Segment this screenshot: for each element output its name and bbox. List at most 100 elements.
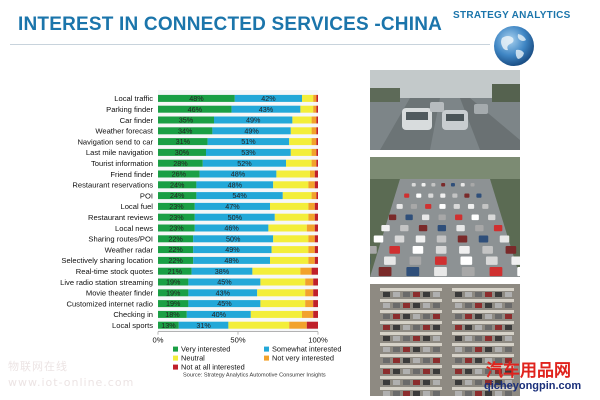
bar-segment xyxy=(196,192,283,200)
bar-segment xyxy=(158,235,194,243)
bar-segment xyxy=(207,138,290,146)
category-label: Parking finder xyxy=(106,105,153,114)
bar-segment xyxy=(290,127,312,135)
bar-segment xyxy=(305,289,314,297)
data-label: 28% xyxy=(173,159,188,168)
bar-segment xyxy=(316,159,318,167)
bar-segment xyxy=(313,94,317,102)
bar-segment xyxy=(316,138,318,146)
bar-segment xyxy=(194,224,269,232)
stacked-bar-chart: Local traffic 48% 42% Parking finder 46% 43% C… xyxy=(60,90,341,379)
rainy-highway-photo xyxy=(370,70,520,150)
category-label: Restaurant reservations xyxy=(72,181,153,190)
data-label: 22% xyxy=(168,256,183,265)
bar-segment xyxy=(314,170,318,178)
data-label: 52% xyxy=(237,159,252,168)
data-label: 46% xyxy=(188,105,203,114)
bar-segment xyxy=(313,105,317,113)
legend-label: Not at all interested xyxy=(181,363,245,372)
x-tick-label: 0% xyxy=(153,336,164,345)
globe-logo-icon xyxy=(494,26,534,66)
data-label: 31% xyxy=(196,321,211,330)
bar-segment xyxy=(158,213,195,221)
bar-segment xyxy=(316,105,318,113)
bar-segment xyxy=(300,105,314,113)
category-label: Sharing routes/POI xyxy=(88,235,153,244)
slide-title: INTEREST IN CONNECTED SERVICES -CHINA xyxy=(18,14,443,35)
bar-segment xyxy=(314,224,318,232)
bar-segment xyxy=(186,310,251,318)
data-label: 49% xyxy=(244,126,259,135)
category-label: Local traffic xyxy=(114,94,153,103)
bar-segment xyxy=(308,246,315,254)
legend-label: Very interested xyxy=(181,345,230,354)
bar-segment xyxy=(158,159,203,167)
data-label: 47% xyxy=(225,202,240,211)
category-label: Friend finder xyxy=(110,170,153,179)
bar-segment xyxy=(158,116,214,124)
legend-label: Not very interested xyxy=(272,354,334,363)
data-label: 19% xyxy=(166,299,181,308)
bar-segment xyxy=(260,278,306,286)
bar-segment xyxy=(188,300,261,308)
bar-segment xyxy=(316,148,318,156)
site-logo-text: 汽车用品网 xyxy=(486,361,571,381)
data-label: 13% xyxy=(161,321,176,330)
bar-segment xyxy=(158,267,192,275)
bar-segment xyxy=(250,310,302,318)
bar-segment xyxy=(292,116,312,124)
x-tick-label: 50% xyxy=(230,336,245,345)
bar-segment xyxy=(316,116,318,124)
bar-segment xyxy=(290,148,312,156)
bar-segment xyxy=(158,192,197,200)
x-tick-label: 100% xyxy=(308,336,328,345)
bar-segment xyxy=(316,192,318,200)
watermark-url: www.iot-online.com xyxy=(8,376,135,389)
site-url: qicheyongpin.com xyxy=(484,380,582,392)
bar-segment xyxy=(214,116,293,124)
bar-segment xyxy=(158,256,194,264)
data-label: 21% xyxy=(168,267,183,276)
category-label: Movie theater finder xyxy=(86,289,154,298)
parking-tower-photo xyxy=(370,284,520,396)
data-label: 22% xyxy=(168,245,183,254)
bar-segment xyxy=(193,235,274,243)
bar-segment xyxy=(276,170,310,178)
data-label: 26% xyxy=(172,170,187,179)
traffic-jam-photo xyxy=(370,157,520,277)
bar-segment xyxy=(305,278,314,286)
bar-segment xyxy=(158,94,235,102)
data-label: 46% xyxy=(224,224,239,233)
category-label: Tourist information xyxy=(91,159,153,168)
bar-segment xyxy=(314,213,318,221)
bar-segment xyxy=(228,321,290,329)
data-label: 54% xyxy=(232,191,247,200)
bar-segment xyxy=(314,202,318,210)
bar-segment xyxy=(311,148,317,156)
bar-segment xyxy=(271,246,309,254)
data-label: 38% xyxy=(215,267,230,276)
bar-segment xyxy=(270,256,309,264)
category-label: Car finder xyxy=(120,116,154,125)
bar-segment xyxy=(196,181,274,189)
bar-segment xyxy=(158,289,189,297)
legend-swatch xyxy=(173,355,178,361)
bar-segment xyxy=(289,138,312,146)
watermark-text: 物联网在线 xyxy=(8,360,68,373)
bar-segment xyxy=(311,267,318,275)
bar-segment xyxy=(194,202,270,210)
legend-swatch xyxy=(264,346,269,352)
data-label: 45% xyxy=(217,299,232,308)
data-label: 24% xyxy=(170,180,185,189)
bar-segment xyxy=(305,300,314,308)
category-label: Checking in xyxy=(113,310,153,319)
bar-segment xyxy=(158,300,189,308)
bar-segment xyxy=(158,170,200,178)
bar-segment xyxy=(188,289,258,297)
bar-segment xyxy=(191,267,253,275)
bar-segment xyxy=(158,278,189,286)
bar-segment xyxy=(158,138,208,146)
data-label: 45% xyxy=(217,278,232,287)
bar-segment xyxy=(257,289,306,297)
